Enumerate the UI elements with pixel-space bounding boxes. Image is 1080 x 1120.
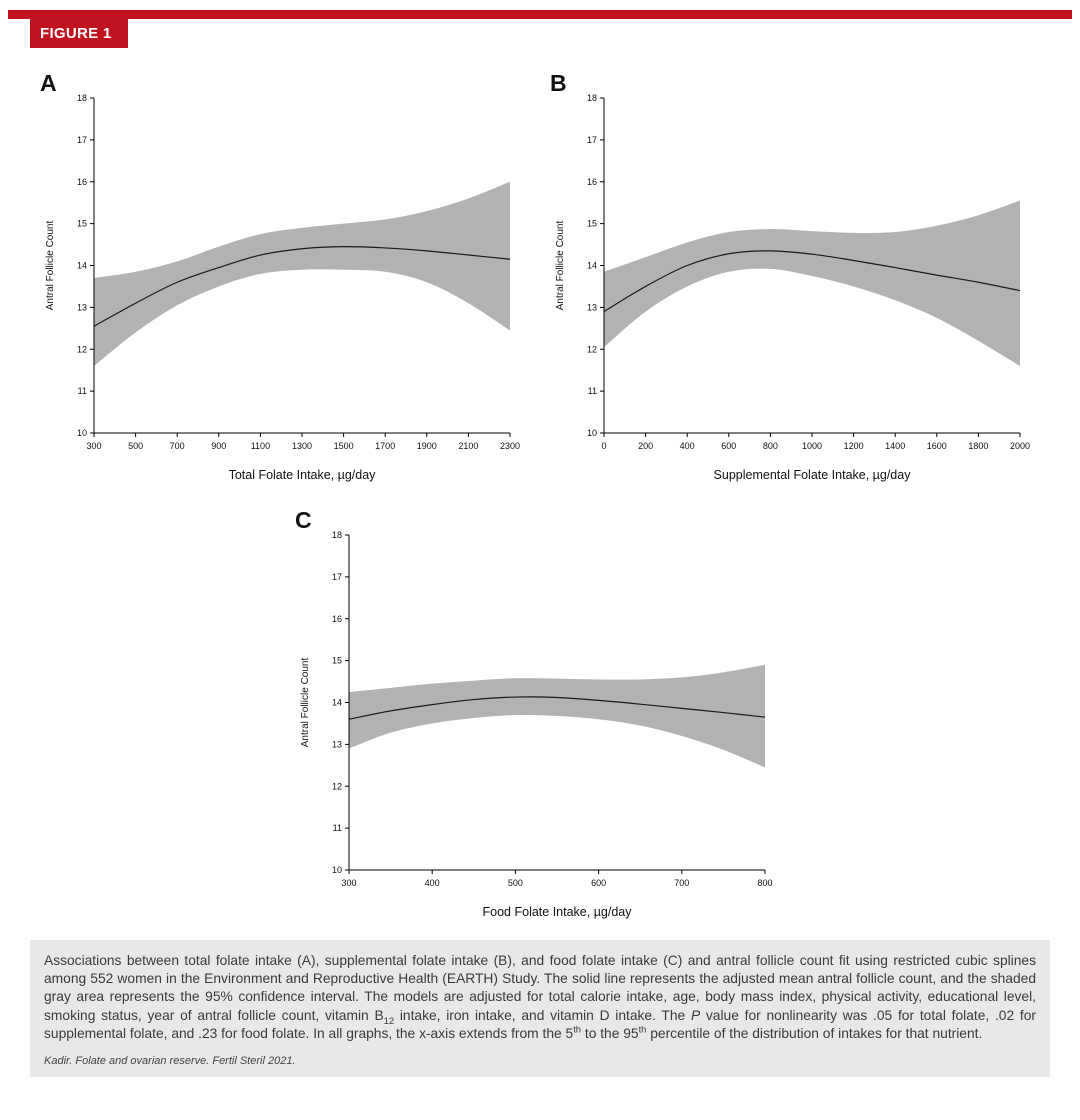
figure-number-label: FIGURE 1	[30, 19, 128, 48]
svg-text:600: 600	[721, 441, 736, 451]
svg-text:1500: 1500	[334, 441, 354, 451]
svg-text:800: 800	[763, 441, 778, 451]
svg-text:Antral Follicle Count: Antral Follicle Count	[300, 658, 311, 748]
spline-chart-food-folate: 10 11 12 13 14 15 16 17 18 300 400 500 600 700 800 Food…	[300, 530, 773, 919]
figure-credit-line: Kadir. Folate and ovarian reserve. Ferti…	[44, 1055, 296, 1068]
svg-text:700: 700	[170, 441, 185, 451]
svg-text:16: 16	[332, 614, 342, 624]
svg-text:15: 15	[77, 219, 87, 229]
svg-text:17: 17	[77, 135, 87, 145]
svg-text:11: 11	[78, 386, 87, 396]
svg-text:1900: 1900	[417, 441, 437, 451]
svg-text:13: 13	[587, 302, 597, 312]
svg-text:16: 16	[587, 177, 597, 187]
svg-text:18: 18	[587, 93, 597, 103]
svg-text:0: 0	[601, 441, 606, 451]
svg-text:1000: 1000	[802, 441, 822, 451]
svg-text:12: 12	[77, 344, 87, 354]
svg-text:17: 17	[332, 572, 342, 582]
svg-text:14: 14	[587, 261, 597, 271]
svg-text:Antral Follicle Count: Antral Follicle Count	[555, 221, 566, 311]
svg-text:10: 10	[77, 428, 87, 438]
svg-text:12: 12	[587, 344, 597, 354]
svg-text:1400: 1400	[885, 441, 905, 451]
svg-text:15: 15	[587, 219, 597, 229]
svg-text:18: 18	[77, 93, 87, 103]
svg-text:10: 10	[587, 428, 597, 438]
svg-text:1300: 1300	[292, 441, 312, 451]
svg-text:2000: 2000	[1010, 441, 1030, 451]
svg-text:Antral Follicle Count: Antral Follicle Count	[45, 221, 56, 311]
svg-text:600: 600	[591, 878, 606, 888]
chart-row-bottom: C 10 11 12 13 14 15 16 17 18 300 400 500 600 700 800 Fo…	[0, 507, 1080, 926]
spline-chart-total-folate: 10 11 12 13 14 15 16 17 18 300 500 700 900 1100 1300 15…	[45, 93, 520, 482]
chart-panel-a: A 10 11 12 13 14 15 16 17 18 300 500 700 900 1100 1300…	[36, 70, 534, 489]
svg-text:1200: 1200	[844, 441, 864, 451]
svg-text:200: 200	[638, 441, 653, 451]
chart-panel-c: C 10 11 12 13 14 15 16 17 18 300 400 500 600 700 800 Fo…	[291, 507, 789, 926]
svg-text:14: 14	[77, 261, 87, 271]
svg-text:1800: 1800	[968, 441, 988, 451]
chart-panel-b: B 10 11 12 13 14 15 16 17 18 0 200 400 600 800 1000 120…	[546, 70, 1044, 489]
svg-text:12: 12	[332, 781, 342, 791]
svg-text:11: 11	[588, 386, 597, 396]
svg-text:500: 500	[508, 878, 523, 888]
svg-text:15: 15	[332, 656, 342, 666]
svg-text:Total Folate Intake, µg/day: Total Folate Intake, µg/day	[229, 468, 377, 482]
svg-text:14: 14	[332, 698, 342, 708]
figure-caption-text: Associations between total folate intake…	[44, 953, 1036, 1041]
svg-text:400: 400	[425, 878, 440, 888]
figure-caption-block: Associations between total folate intake…	[30, 940, 1050, 1078]
svg-text:700: 700	[674, 878, 689, 888]
svg-text:2100: 2100	[458, 441, 478, 451]
svg-text:18: 18	[332, 530, 342, 540]
svg-text:Food Folate Intake, µg/day: Food Folate Intake, µg/day	[483, 905, 633, 919]
svg-text:1700: 1700	[375, 441, 395, 451]
svg-text:900: 900	[211, 441, 226, 451]
spline-chart-supplemental-folate: 10 11 12 13 14 15 16 17 18 0 200 400 600 800 1000 1200 1…	[555, 93, 1030, 482]
charts-area: A 10 11 12 13 14 15 16 17 18 300 500 700 900 1100 1300…	[0, 48, 1080, 926]
figure-top-rule	[8, 10, 1072, 19]
svg-text:17: 17	[587, 135, 597, 145]
panel-letter-a: A	[40, 70, 57, 96]
svg-text:11: 11	[333, 823, 342, 833]
panel-letter-b: B	[550, 70, 567, 96]
figure-page: FIGURE 1 A 10 11 12 13 14 15 16 17 18 300 500 700 90…	[0, 10, 1080, 1120]
svg-text:400: 400	[680, 441, 695, 451]
svg-text:500: 500	[128, 441, 143, 451]
svg-text:16: 16	[77, 177, 87, 187]
svg-text:13: 13	[332, 739, 342, 749]
svg-text:2300: 2300	[500, 441, 520, 451]
panel-letter-c: C	[295, 507, 312, 533]
svg-text:10: 10	[332, 865, 342, 875]
svg-text:1100: 1100	[251, 441, 270, 451]
svg-text:13: 13	[77, 302, 87, 312]
svg-text:1600: 1600	[927, 441, 947, 451]
svg-text:Supplemental Folate Intake, µg: Supplemental Folate Intake, µg/day	[714, 468, 912, 482]
chart-row-top: A 10 11 12 13 14 15 16 17 18 300 500 700 900 1100 1300…	[0, 70, 1080, 489]
svg-text:300: 300	[341, 878, 356, 888]
svg-text:800: 800	[757, 878, 772, 888]
svg-text:300: 300	[86, 441, 101, 451]
